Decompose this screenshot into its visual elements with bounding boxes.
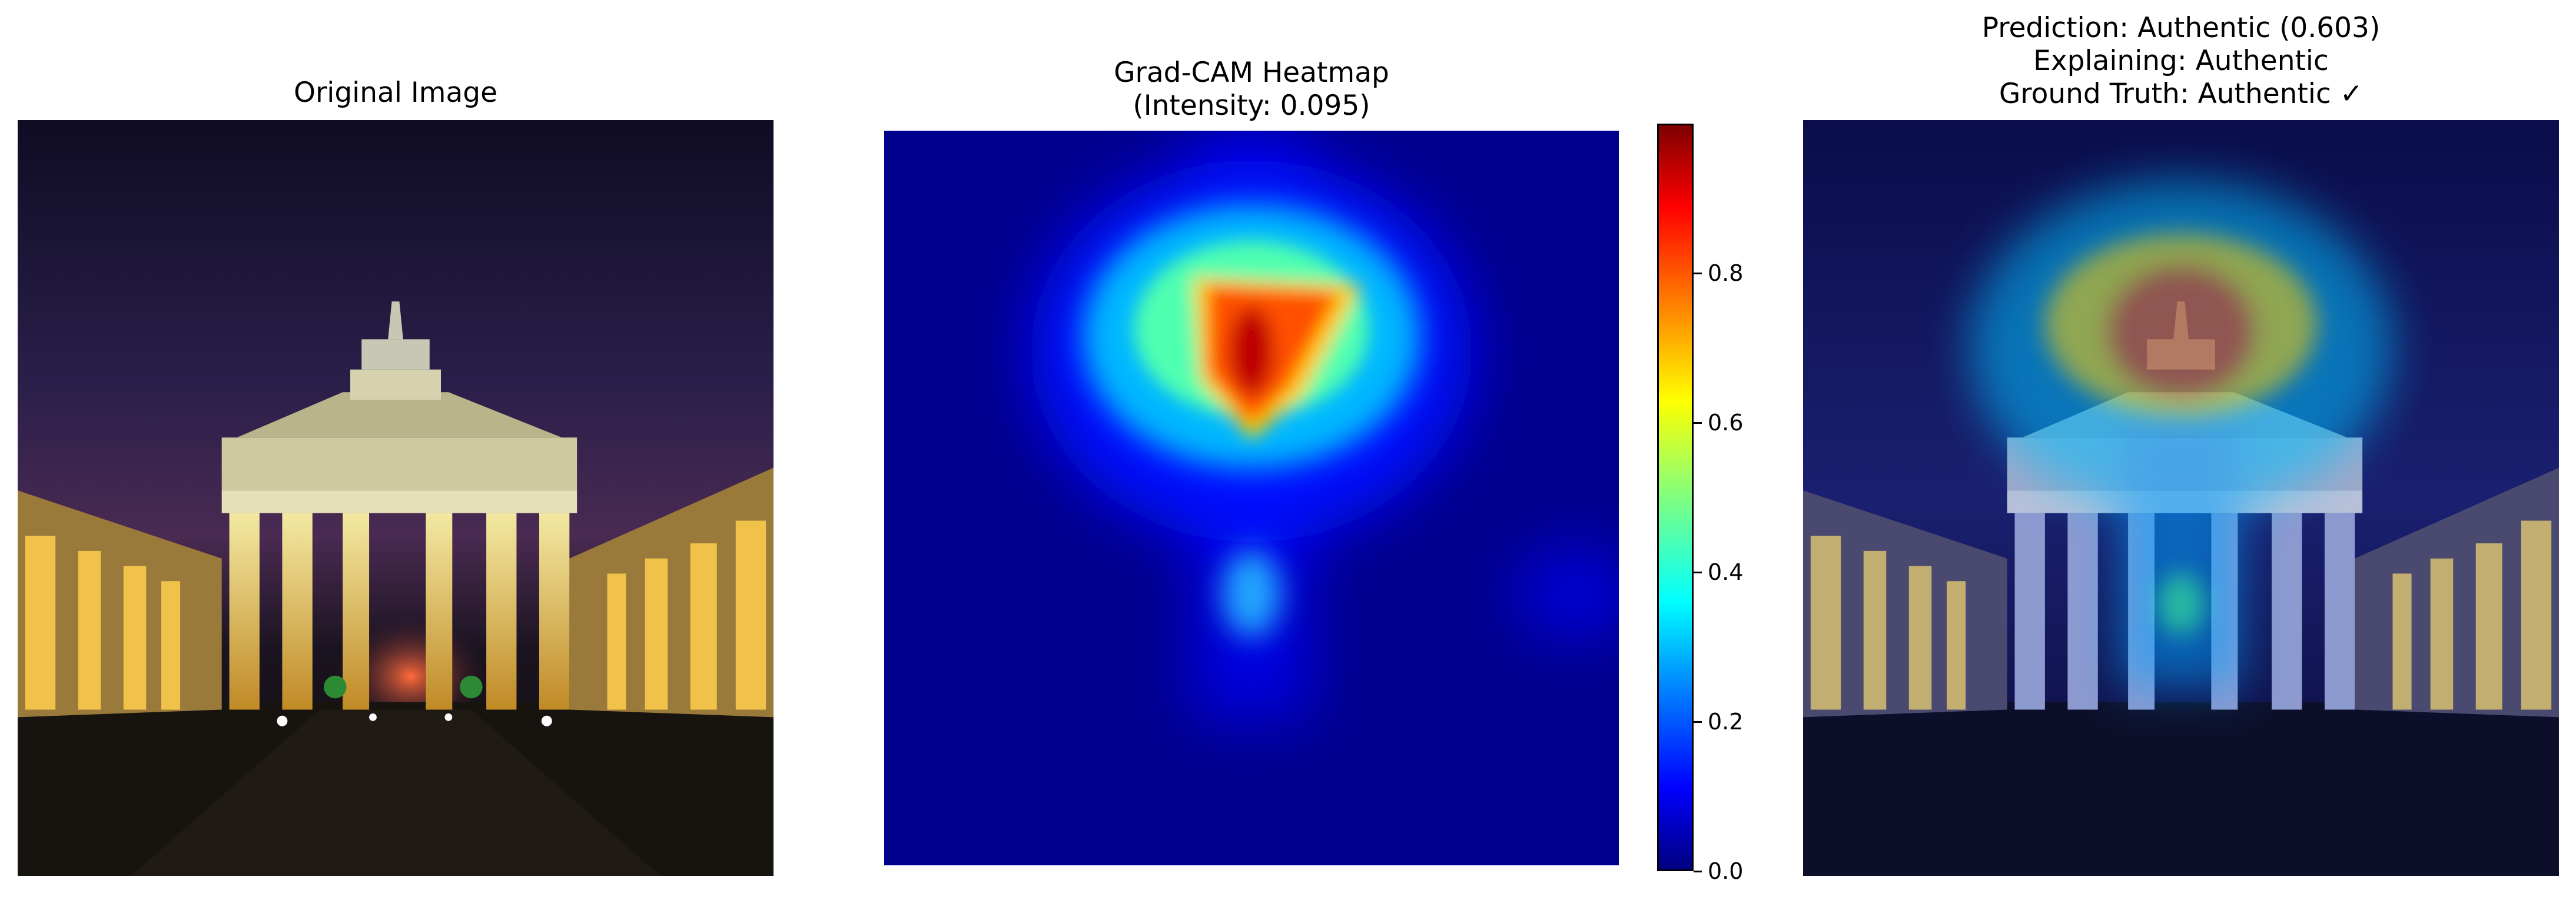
- colorbar-tick-mark: [1694, 870, 1702, 872]
- gradcam-heatmap: [884, 131, 1619, 865]
- colorbar-tick-mark: [1694, 721, 1702, 723]
- colorbar-tick-label: 0.6: [1708, 410, 1744, 436]
- overlay-title-line1: Prediction: Authentic (0.603): [1981, 12, 2381, 44]
- colorbar-tick-label: 0.2: [1708, 709, 1744, 735]
- heatmap-title-line2: (Intensity: 0.095): [1133, 89, 1370, 122]
- original-image: [18, 120, 774, 876]
- heatmap-title-line1: Grad-CAM Heatmap: [1114, 57, 1389, 89]
- colorbar-tick-mark: [1694, 571, 1702, 573]
- gradcam-overlay-image: [1803, 120, 2559, 876]
- overlay-title-line2: Explaining: Authentic: [2033, 45, 2329, 77]
- overlay-title-line3: Ground Truth: Authentic ✓: [1999, 78, 2363, 110]
- colorbar-tick-label: 0.8: [1708, 260, 1744, 286]
- colorbar: [1657, 124, 1694, 871]
- colorbar-tick-mark: [1694, 421, 1702, 424]
- original-image-title: Original Image: [293, 77, 498, 109]
- colorbar-tick-mark: [1694, 272, 1702, 274]
- colorbar-tick-label: 0.0: [1708, 858, 1744, 884]
- colorbar-tick-label: 0.4: [1708, 559, 1744, 585]
